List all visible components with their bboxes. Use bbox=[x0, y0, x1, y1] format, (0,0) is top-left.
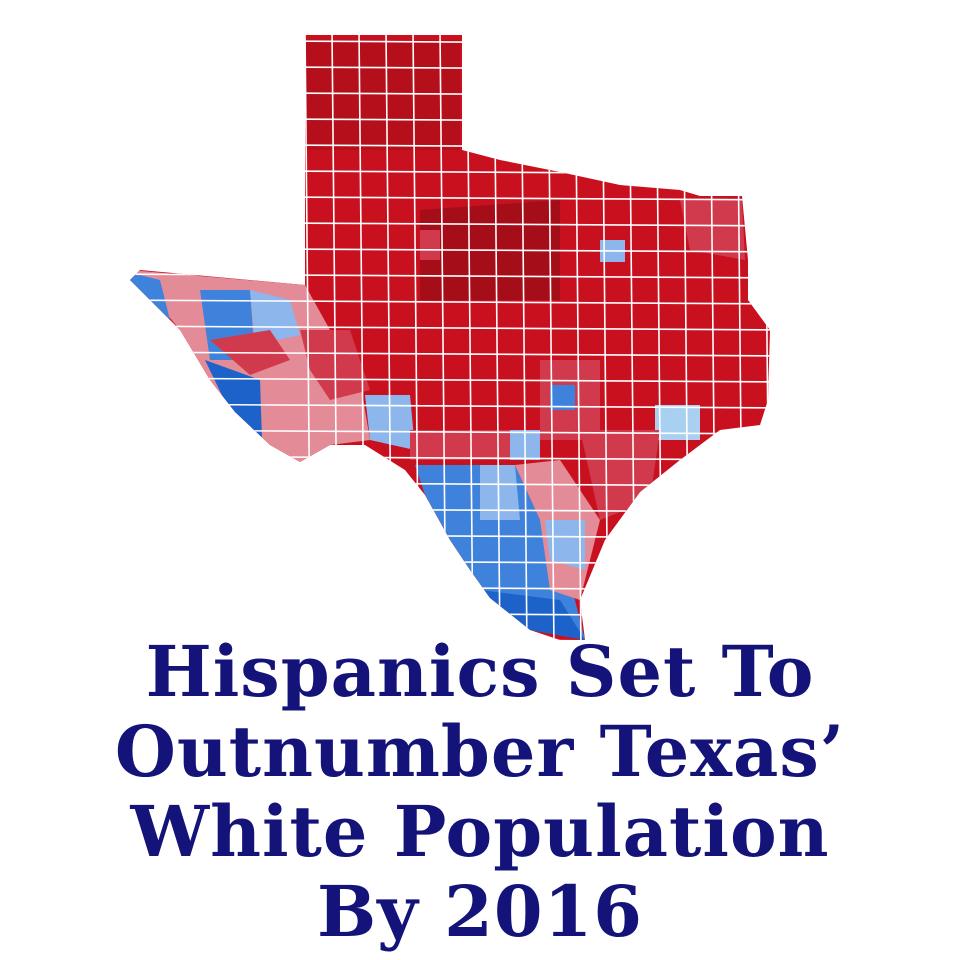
south-lightblue-region bbox=[480, 465, 520, 520]
headline-line-4: By 2016 bbox=[316, 870, 644, 953]
travis-county bbox=[550, 385, 575, 410]
harris-county bbox=[655, 405, 700, 440]
big-bend-region bbox=[205, 360, 262, 440]
hill-country-region bbox=[410, 430, 520, 460]
county-border-line bbox=[130, 611, 770, 617]
county-border-line bbox=[130, 377, 770, 383]
headline-line-2: Outnumber Texas’ bbox=[114, 710, 846, 793]
county-border-line bbox=[130, 351, 770, 357]
county-border-line bbox=[130, 325, 770, 331]
county-border-line bbox=[130, 559, 770, 565]
coastal-lightblue-region bbox=[545, 520, 585, 570]
panhandle-region bbox=[300, 40, 460, 150]
county-border-line bbox=[130, 299, 770, 305]
headline-line-3: White Population bbox=[130, 790, 830, 873]
headline-line-1: Hispanics Set To bbox=[145, 630, 815, 713]
texas-county-map bbox=[130, 35, 770, 640]
el-paso-county bbox=[130, 270, 170, 320]
county-border-line bbox=[130, 585, 770, 591]
south-texas-blue-region bbox=[415, 465, 585, 640]
lubbock-region bbox=[420, 230, 440, 260]
headline: Hispanics Set To Outnumber Texas’ White … bbox=[0, 632, 960, 952]
